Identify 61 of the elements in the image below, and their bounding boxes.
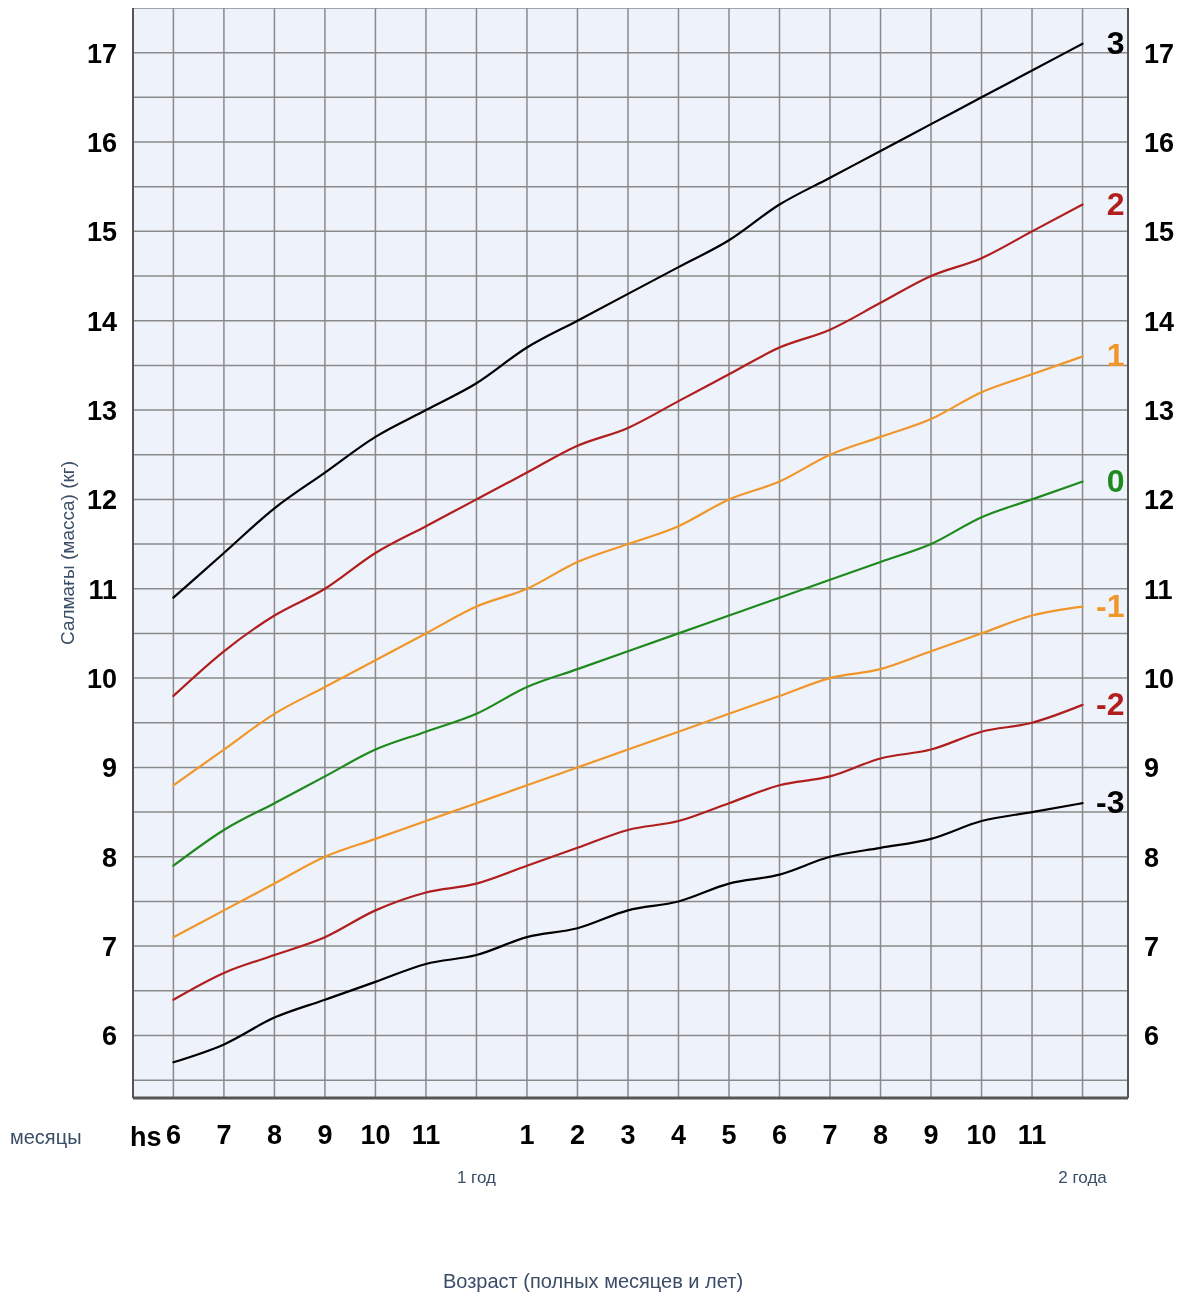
- line-series: [172, 802, 1084, 1064]
- line-series: [172, 355, 1084, 787]
- x-tick-label: 6: [165, 1120, 181, 1150]
- x-tick-label: 8: [266, 1120, 282, 1150]
- y2-tick-label: 13: [1144, 396, 1175, 427]
- line-series: [172, 203, 1084, 698]
- y-tick-label: 13: [86, 396, 117, 427]
- x-tick-label: 5: [721, 1120, 737, 1150]
- line-series: [172, 703, 1084, 1001]
- y-tick-label: 8: [101, 842, 117, 873]
- x-tick-label: 6: [771, 1120, 788, 1150]
- y-tick-label: 11: [88, 574, 117, 605]
- series-label: -1: [1096, 587, 1125, 624]
- x-tick-label: 10: [966, 1120, 997, 1150]
- y2-tick-label: 12: [1144, 485, 1175, 516]
- series-label: 0: [1106, 462, 1125, 499]
- series-label: -3: [1096, 784, 1125, 821]
- y2-tick-label: 17: [1144, 38, 1175, 69]
- y-tick-label: 15: [86, 217, 117, 248]
- line-series: [172, 42, 1084, 599]
- y2-tick-label: 16: [1144, 128, 1175, 159]
- y-tick-label: 7: [101, 932, 117, 963]
- text: 1 год: [456, 1168, 496, 1188]
- y-tick-label: 14: [86, 306, 117, 337]
- y2-tick-label: 11: [1144, 574, 1173, 605]
- series-label: 3: [1106, 24, 1125, 61]
- x-tick-label: 11: [1017, 1120, 1047, 1150]
- x-tick-label: 11: [411, 1120, 441, 1150]
- x-tick-label: 8: [873, 1120, 889, 1150]
- text: 2 года: [1058, 1168, 1107, 1188]
- text: месяцы: [10, 1126, 82, 1149]
- y-tick-label: 10: [86, 664, 117, 695]
- y2-tick-label: 14: [1144, 306, 1175, 337]
- series-label: -2: [1096, 685, 1125, 722]
- x-tick-label: 3: [620, 1120, 636, 1150]
- text: Возраст (полных месяцев и лет): [441, 1270, 745, 1293]
- y-tick-label: 6: [101, 1021, 117, 1052]
- y-tick-label: 16: [86, 128, 117, 159]
- y-tick-label: 9: [101, 753, 117, 784]
- x-tick-label: 9: [923, 1120, 939, 1150]
- y-axis-title: Салмағы (масса) (кг): [57, 460, 79, 646]
- x-tick-label: 2: [569, 1120, 585, 1150]
- x-tick-label: 7: [822, 1120, 838, 1150]
- series-label: 1: [1106, 337, 1125, 374]
- y2-tick-label: 8: [1144, 842, 1160, 873]
- y2-tick-label: 15: [1144, 217, 1175, 248]
- line-series: [172, 480, 1084, 867]
- line-series: [172, 605, 1084, 939]
- y2-tick-label: 9: [1144, 753, 1160, 784]
- y-tick-label: 17: [86, 38, 117, 69]
- y2-tick-label: 7: [1144, 932, 1160, 963]
- x-tick-label: 1: [519, 1120, 535, 1150]
- series-label: 2: [1106, 185, 1125, 222]
- x-tick-label: 4: [670, 1120, 686, 1150]
- y2-tick-label: 6: [1144, 1021, 1160, 1052]
- y2-tick-label: 10: [1144, 664, 1175, 695]
- x-tick-label: 10: [360, 1120, 391, 1150]
- x-tick-label: 9: [317, 1120, 333, 1150]
- x-tick-label: 7: [216, 1120, 232, 1150]
- text: hs: [130, 1122, 162, 1153]
- y-tick-label: 12: [86, 485, 117, 516]
